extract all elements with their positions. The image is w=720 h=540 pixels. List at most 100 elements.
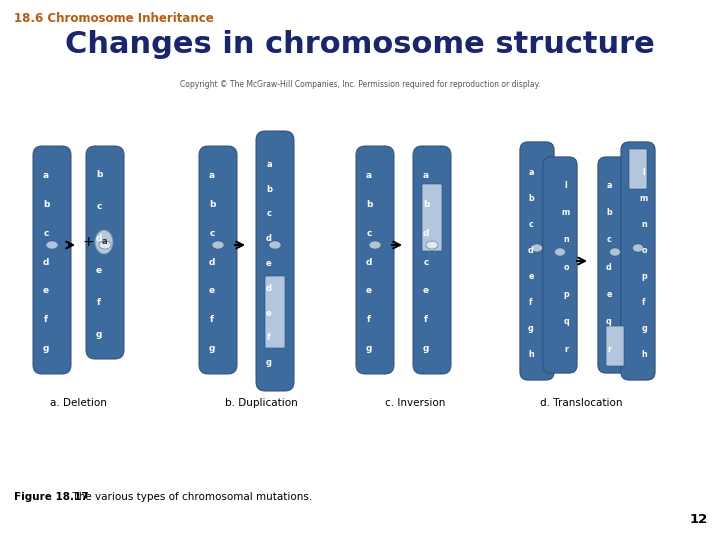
Text: Changes in chromosome structure: Changes in chromosome structure — [65, 30, 655, 59]
Text: c: c — [266, 210, 271, 218]
Text: e: e — [606, 290, 612, 299]
Ellipse shape — [369, 241, 381, 249]
Text: d: d — [209, 258, 215, 267]
Text: m: m — [640, 194, 648, 202]
Text: e: e — [96, 266, 102, 275]
Text: a: a — [366, 172, 372, 180]
Text: q: q — [606, 317, 612, 326]
Text: e: e — [209, 286, 215, 295]
Text: g: g — [366, 343, 372, 353]
Text: n: n — [641, 220, 647, 229]
Text: q: q — [563, 317, 569, 326]
Text: c: c — [43, 229, 49, 238]
Text: p: p — [563, 290, 569, 299]
Text: a. Deletion: a. Deletion — [50, 398, 107, 408]
FancyBboxPatch shape — [413, 146, 451, 374]
FancyBboxPatch shape — [199, 146, 237, 374]
Text: p: p — [641, 272, 647, 281]
Text: d: d — [366, 258, 372, 267]
Text: b: b — [42, 200, 49, 209]
Ellipse shape — [99, 241, 111, 249]
Text: g: g — [209, 343, 215, 353]
Ellipse shape — [426, 241, 438, 249]
Text: e: e — [43, 286, 49, 295]
FancyBboxPatch shape — [422, 184, 442, 251]
Text: o: o — [642, 246, 647, 255]
Text: d: d — [423, 229, 429, 238]
Text: c: c — [96, 202, 102, 211]
Text: f: f — [210, 315, 214, 324]
Ellipse shape — [95, 230, 113, 254]
Text: Copyright © The McGraw-Hill Companies, Inc. Permission required for reproduction: Copyright © The McGraw-Hill Companies, I… — [180, 80, 540, 89]
Text: l: l — [643, 168, 645, 177]
Text: d: d — [266, 234, 272, 243]
Ellipse shape — [633, 244, 644, 252]
Text: c: c — [366, 229, 372, 238]
Text: a: a — [266, 160, 272, 168]
Text: g: g — [266, 358, 272, 367]
Text: d: d — [606, 262, 612, 272]
Text: c. Inversion: c. Inversion — [385, 398, 446, 408]
FancyBboxPatch shape — [629, 149, 647, 189]
Text: b: b — [423, 200, 429, 209]
Text: 12: 12 — [690, 513, 708, 526]
Text: c: c — [528, 220, 534, 229]
Text: g: g — [423, 343, 429, 353]
Text: e: e — [266, 308, 272, 318]
Ellipse shape — [610, 248, 621, 256]
Text: a: a — [209, 172, 215, 180]
Text: f: f — [97, 298, 101, 307]
Text: a: a — [43, 172, 49, 180]
Text: b: b — [209, 200, 215, 209]
Text: f: f — [424, 315, 428, 324]
Text: a: a — [606, 180, 612, 190]
Ellipse shape — [531, 244, 542, 252]
Text: f: f — [529, 298, 533, 307]
Ellipse shape — [46, 241, 58, 249]
Text: o: o — [563, 262, 569, 272]
FancyBboxPatch shape — [33, 146, 71, 374]
Ellipse shape — [554, 248, 565, 256]
Text: +: + — [82, 235, 94, 249]
FancyBboxPatch shape — [265, 276, 285, 348]
Text: d: d — [266, 284, 272, 293]
Text: c: c — [423, 258, 428, 267]
Text: The various types of chromosomal mutations.: The various types of chromosomal mutatio… — [66, 492, 312, 502]
Text: d: d — [96, 234, 102, 243]
FancyBboxPatch shape — [598, 157, 632, 373]
Text: e: e — [266, 259, 272, 268]
Text: f: f — [267, 333, 271, 342]
Text: b: b — [96, 170, 102, 179]
Text: b: b — [266, 185, 272, 193]
Text: d: d — [42, 258, 49, 267]
Text: g: g — [96, 330, 102, 339]
FancyBboxPatch shape — [543, 157, 577, 373]
Text: h: h — [528, 350, 534, 359]
Text: Figure 18.17: Figure 18.17 — [14, 492, 89, 502]
Ellipse shape — [212, 241, 224, 249]
Text: f: f — [642, 298, 646, 307]
Text: r: r — [607, 345, 611, 354]
Text: g: g — [641, 324, 647, 333]
Text: g: g — [42, 343, 49, 353]
Text: c: c — [210, 229, 215, 238]
Text: b: b — [366, 200, 372, 209]
Text: g: g — [528, 324, 534, 333]
FancyBboxPatch shape — [621, 142, 655, 380]
Text: d. Translocation: d. Translocation — [540, 398, 623, 408]
Text: a: a — [528, 168, 534, 177]
Text: b: b — [528, 194, 534, 202]
Text: l: l — [564, 180, 567, 190]
Text: 18.6 Chromosome Inheritance: 18.6 Chromosome Inheritance — [14, 12, 214, 25]
Text: a: a — [102, 238, 107, 246]
FancyBboxPatch shape — [86, 146, 124, 359]
FancyBboxPatch shape — [520, 142, 554, 380]
FancyBboxPatch shape — [606, 326, 624, 366]
Text: r: r — [564, 345, 568, 354]
Text: e: e — [366, 286, 372, 295]
Text: h: h — [641, 350, 647, 359]
Text: f: f — [367, 315, 371, 324]
Ellipse shape — [269, 241, 281, 249]
Text: c: c — [607, 235, 611, 244]
Text: e: e — [528, 272, 534, 281]
